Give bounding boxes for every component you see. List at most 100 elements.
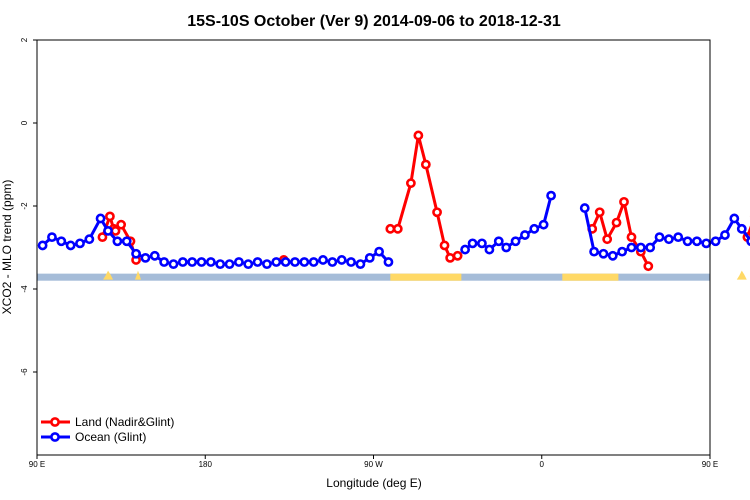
data-point [112,236,123,247]
data-point [405,178,416,189]
data-point [116,219,127,230]
data-point [97,232,108,243]
data-point [149,250,160,261]
data-point [529,223,540,234]
x-tick-label: 90 E [29,460,45,469]
x-tick-label: 90 W [364,460,383,469]
data-point [187,257,198,267]
y-axis: 2 0 -2 -4 -6 [20,37,37,376]
data-point [65,240,76,251]
data-point [215,259,226,269]
data-point [290,257,300,267]
data-point [493,236,504,247]
data-point [177,257,188,267]
data-point [385,223,396,234]
land-bump [134,270,141,280]
data-point [271,257,282,267]
data-point [432,207,442,218]
data-point [224,259,235,269]
data-point [654,232,665,243]
y-tick-label: 0 [20,120,29,125]
y-tick-label: -4 [20,285,29,293]
data-point [579,203,590,213]
legend-marker [50,432,60,442]
data-point [626,242,637,253]
legend-label: Land (Nadir&Glint) [75,415,174,429]
data-point [168,259,179,269]
data-point [692,236,702,247]
data-point [262,259,272,269]
data-point [520,230,530,240]
data-point [392,223,403,234]
data-point [280,257,291,267]
data-point [252,257,263,267]
data-point [594,207,605,218]
series-line [41,216,390,266]
data-point [75,238,85,249]
data-point [121,236,132,247]
data-point [47,232,57,243]
y-tick-label: -6 [20,368,29,376]
data-point [355,259,366,269]
data-point [439,240,450,251]
data-point [308,257,319,267]
data-point [327,257,338,267]
data-point [110,225,121,236]
data-point [318,255,328,265]
data-point [484,244,495,255]
data-point [336,255,347,265]
data-point [383,257,394,267]
land-bump [736,270,747,280]
data-point [103,225,113,236]
data-point [673,232,684,243]
x-tick-label: 0 [540,460,545,469]
data-point [105,211,115,222]
surface-band [37,270,747,281]
data-point [619,196,629,207]
data-point [701,238,712,249]
data-point [720,230,730,240]
data-point [131,248,141,259]
data-point [460,244,471,255]
data-point [607,250,618,261]
y-axis-label: XCO2 - MLO trend (ppm) [0,180,14,315]
land-band [390,273,462,281]
chart-title: 15S-10S October (Ver 9) 2014-09-06 to 20… [187,13,561,30]
plot-frame [36,39,711,456]
data-point [205,257,216,267]
x-tick-label: 90 E [702,460,718,469]
data-point [589,246,599,257]
data-point [736,223,747,234]
data-point [710,236,721,247]
data-point [37,240,48,251]
data-point [663,234,674,245]
ocean-band [37,273,710,281]
land-bump [103,270,114,280]
data-point [643,261,654,272]
data-point [626,232,637,243]
data-point [420,159,431,170]
data-point [467,238,478,249]
data-point [374,246,385,257]
series-ocean [37,190,750,269]
data-point [346,257,356,267]
data-point [364,252,375,263]
data-point [159,257,170,267]
data-point [84,234,95,245]
data-point [602,234,613,245]
data-point [233,257,244,267]
legend-label: Ocean (Glint) [75,430,146,444]
legend-marker [50,417,60,427]
x-axis-label: Longitude (deg E) [326,476,421,490]
y-tick-label: 2 [20,37,29,42]
data-point [611,217,622,228]
data-point [501,242,512,253]
data-point [746,236,750,247]
data-point [645,242,656,253]
data-point [682,236,693,247]
data-point [598,248,609,259]
data-point [140,252,151,263]
data-point [445,252,456,263]
x-tick-label: 180 [199,460,213,469]
